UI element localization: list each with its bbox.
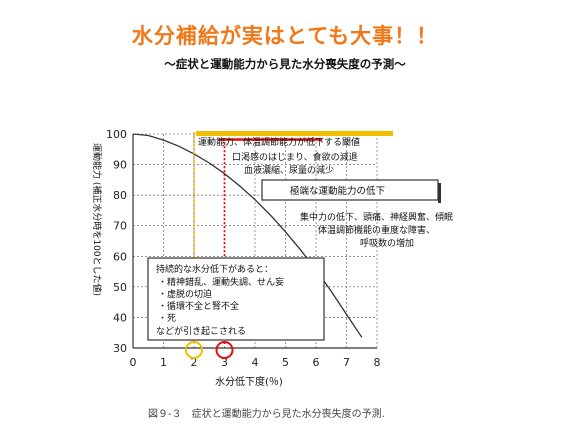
yellow-marker-circle	[185, 341, 203, 359]
box2-line4: ・循環不全と腎不全	[158, 300, 239, 312]
y-tick-label: 40	[113, 311, 127, 324]
y-tick-label: 30	[113, 342, 127, 355]
box2-line5: ・死	[158, 313, 176, 324]
box2-line3: ・虚脱の切迫	[158, 288, 212, 300]
x-tick-label: 0	[130, 356, 137, 369]
x-tick-label: 5	[282, 356, 289, 369]
group2-line1: 集中力の低下、頭痛、神経興奮、傾眠	[300, 211, 453, 223]
x-axis-label: 水分低下度(％)	[215, 375, 283, 388]
slide-title: 水分補給が実はとても大事！！	[131, 24, 439, 48]
y-tick-label: 50	[113, 281, 127, 294]
figure-caption: 図９-３ 症状と運動能力から見た水分喪失度の予測.	[148, 409, 385, 420]
group2-line3: 呼吸数の増加	[360, 237, 414, 249]
box2-line2: ・精神錯乱、運動失調、せん妄	[158, 276, 284, 288]
x-tick-label: 4	[252, 356, 259, 369]
x-tick-label: 1	[160, 356, 167, 369]
y-tick-labels: 30 40 50 60 70 80 90 100	[106, 128, 127, 355]
y-axis-label: 運動能力 (補正水分時を100とした値)	[91, 143, 103, 296]
group1-line2: 血液濃縮、尿量の減少	[244, 164, 334, 176]
y-tick-label: 80	[113, 189, 127, 202]
annotation-box-1-shadow	[438, 183, 441, 203]
box1-label: 極端な運動能力の低下	[290, 185, 385, 197]
y-tick-label: 70	[113, 220, 127, 233]
annotation-box-2	[147, 257, 325, 341]
y-tick-label: 60	[113, 250, 127, 263]
y-tick-label: 100	[106, 128, 127, 141]
threshold-label: 運動能力、体温調節能力が低下する閾値	[198, 136, 360, 148]
box2-line6: などが引き起こされる	[156, 325, 246, 337]
box2-line1: 持続的な水分低下があると：	[156, 263, 273, 275]
x-tick-label: 7	[343, 356, 350, 369]
x-tick-label: 3	[221, 356, 228, 369]
group1-line1: 口渇感のはじまり、食欲の減退	[232, 151, 358, 163]
threshold-yellow-bar	[196, 131, 393, 136]
red-marker-circle	[215, 341, 234, 359]
y-tick-label: 90	[113, 159, 127, 172]
x-tick-label: 6	[313, 356, 320, 369]
x-tick-label: 2	[191, 356, 198, 369]
x-tick-label: 8	[374, 356, 381, 369]
threshold-red-bar	[218, 138, 323, 141]
group2-line2: 体温調節機能の重度な障害、	[318, 224, 435, 236]
x-tick-labels: 0 1 2 3 4 5 6 7 8	[130, 356, 381, 369]
slide-subtitle: ～症状と運動能力から見た水分喪失度の予測～	[164, 57, 406, 71]
